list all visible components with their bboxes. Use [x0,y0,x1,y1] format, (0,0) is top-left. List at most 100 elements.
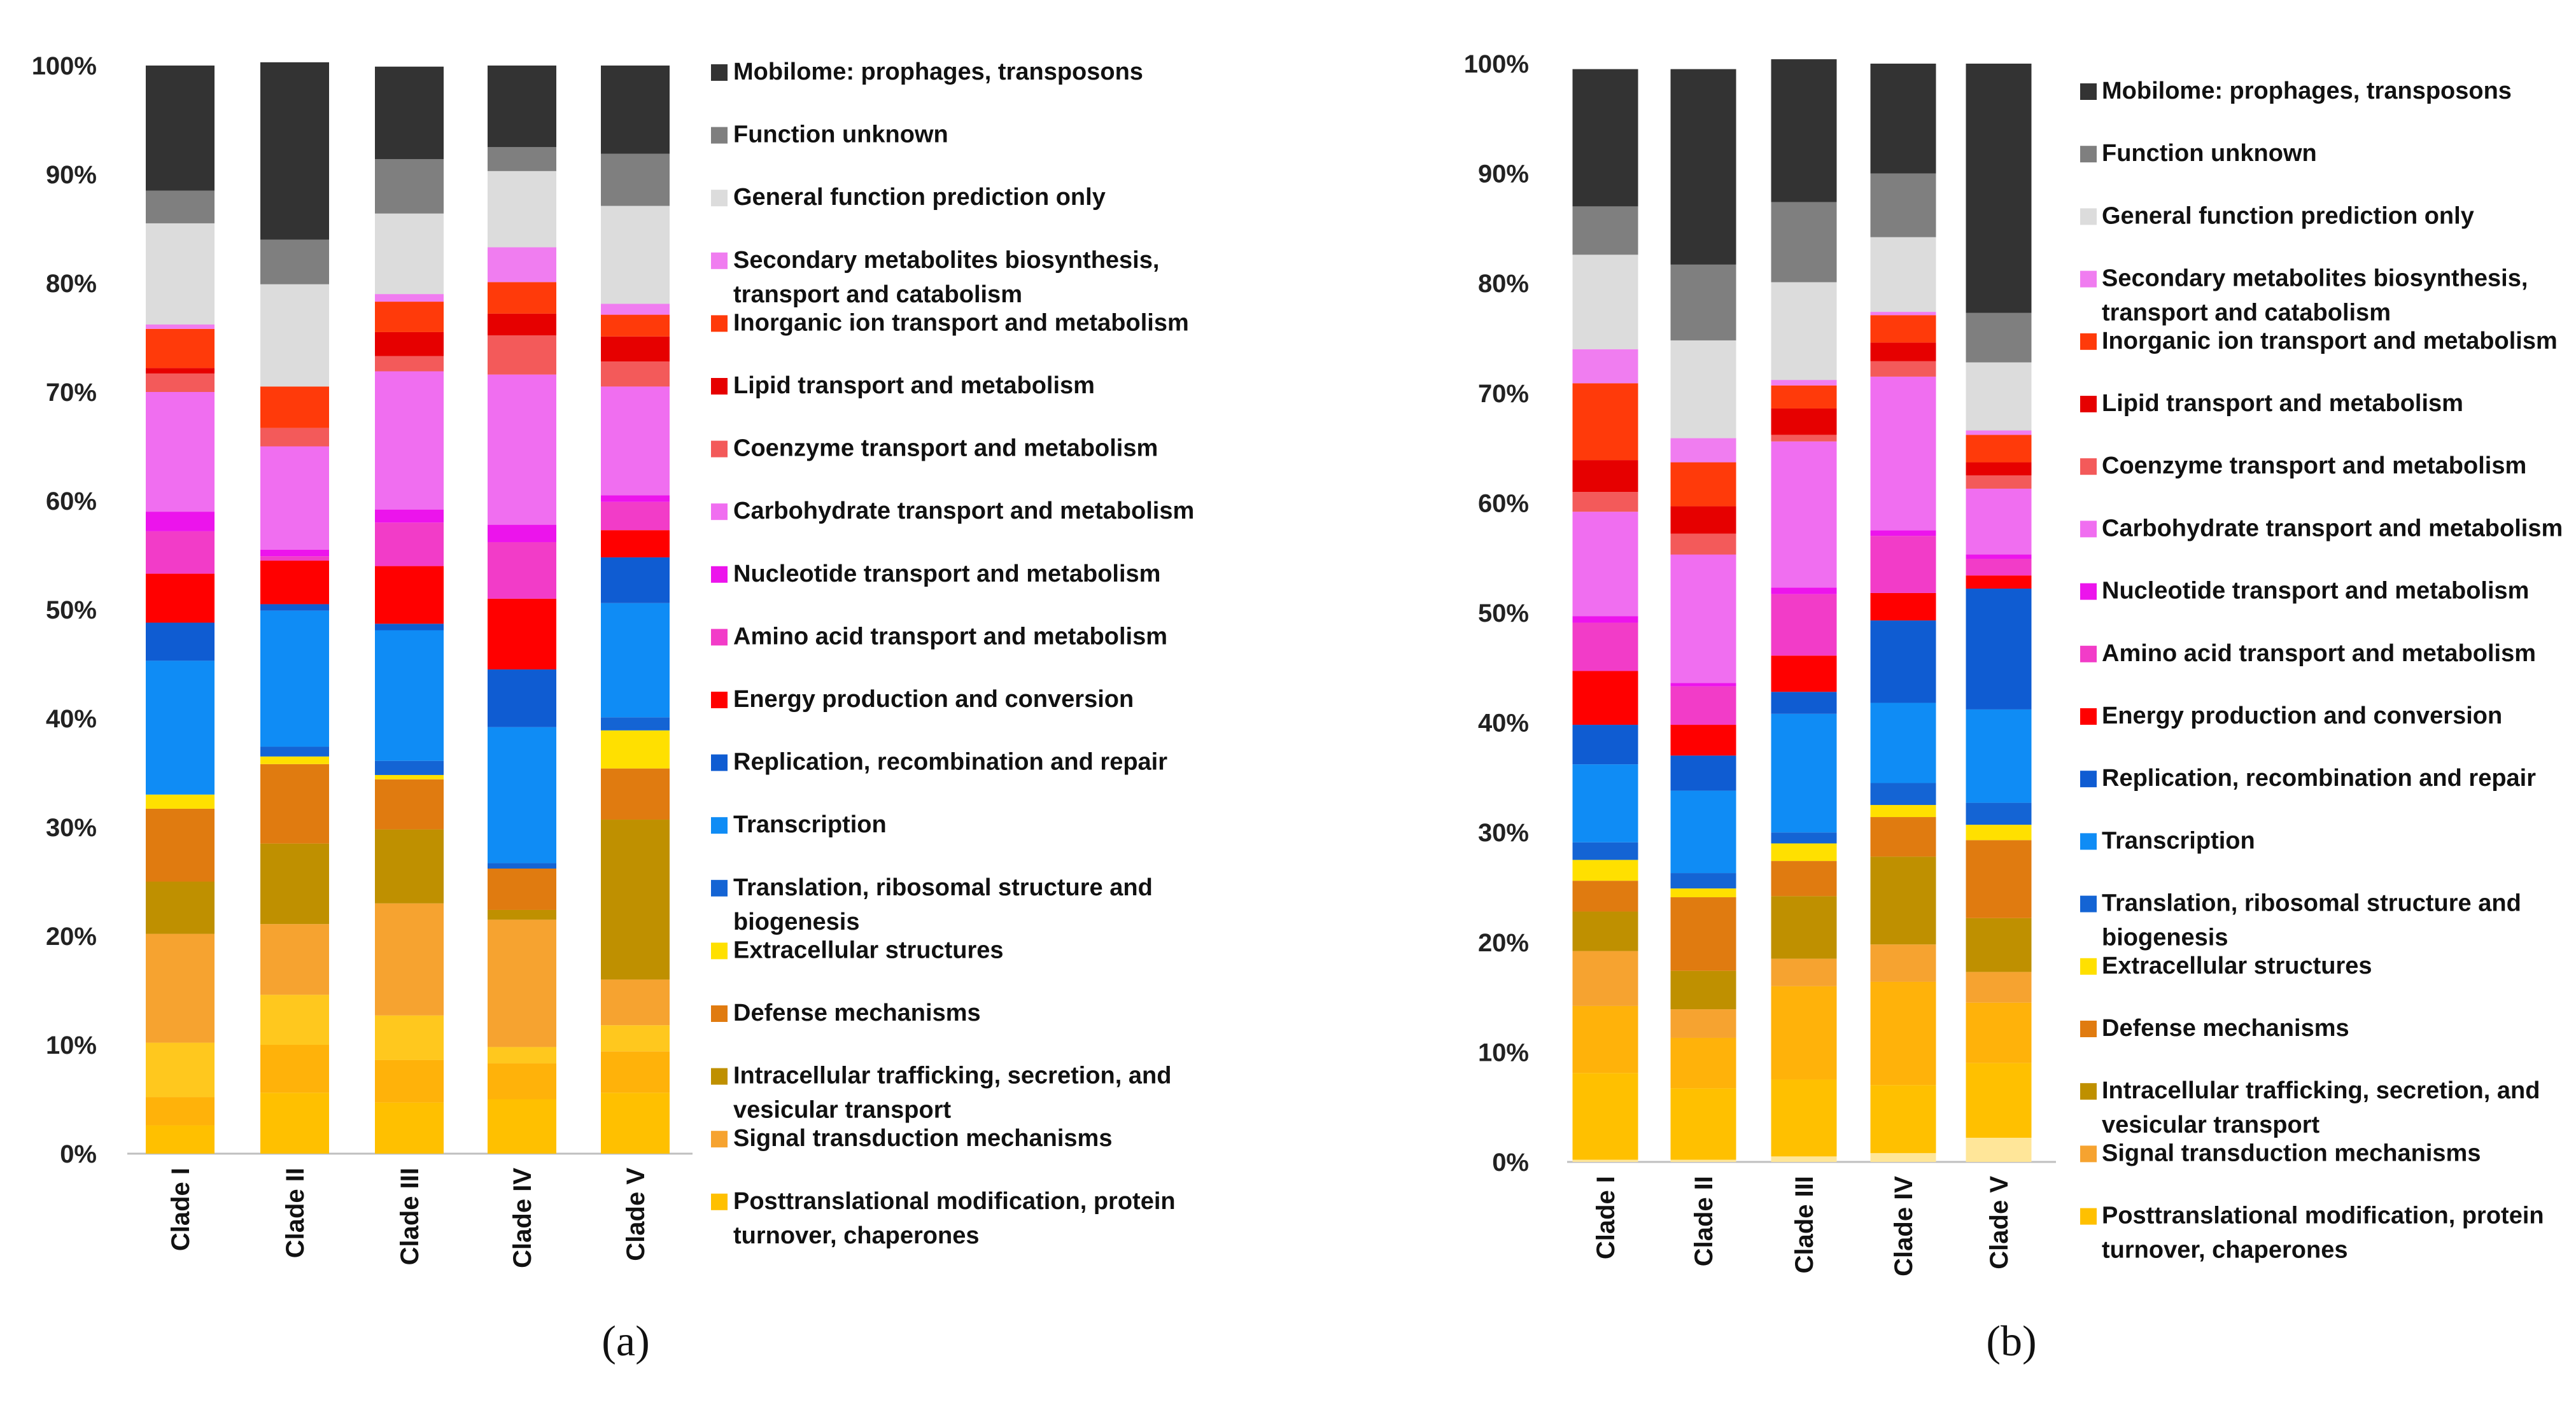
bar-segment-clade-iv-light-yellow-unlabeled [1870,1153,1936,1162]
y-tick-label: 50% [46,596,97,624]
bar-segment-clade-i-amino-acid-transport-and-metabolism [146,531,215,574]
legend-swatch [2080,771,2097,788]
bar-segment-clade-iii-lipid-transport-and-metabolism [375,332,444,356]
legend-swatch [711,64,728,81]
legend-entry-amino-acid-transport-and-metabolism: Amino acid transport and metabolism [733,623,1167,650]
bar-segment-clade-iii-mobilome-prophages-transposons [375,66,444,160]
bar-segment-clade-i-carbohydrate-transport-and-metabolism [146,392,215,512]
legend-entry-transcription: Transcription [733,811,887,838]
bar-segment-clade-v-general-function-prediction-only [601,206,670,304]
bar-segment-clade-iii-energy-production-and-conversion [1771,655,1837,692]
legend-swatch [711,440,728,458]
bar-segment-clade-v-replication-recombination-and-repair [1966,589,2032,709]
bar-segment-clade-ii-function-unknown [1670,264,1736,340]
legend-entry-carbohydrate-transport-and-metabolism: Carbohydrate transport and metabolism [2102,515,2563,542]
legend-swatch [2080,396,2097,412]
bar-segment-clade-i-coenzyme-transport-and-metabolism [1572,492,1638,512]
bar-segment-clade-i-energy-production-and-conversion [1572,671,1638,725]
bar-segment-clade-ii-energy-production-and-conversion [260,561,329,605]
legend-entry-posttranslational-modification-protein: Posttranslational modification, protein t… [2102,1203,2544,1264]
bar-segment-clade-ii-amino-acid-transport-and-metabolism [260,556,329,561]
legend-swatch [2080,708,2097,725]
legend-entry-mobilome-prophages-transposons: Mobilome: prophages, transposons [2102,78,2512,104]
bar-segment-clade-i-inorganic-ion-transport-and-metabolism [146,328,215,368]
bar-segment-clade-i-nucleotide-transport-and-metabolism [1572,616,1638,623]
y-tick-label: 30% [46,814,97,842]
bar-segment-clade-v-signal-transduction-mechanisms [1966,972,2032,1003]
x-category-label: Clade III [396,1168,424,1265]
y-tick-label: 20% [46,923,97,951]
bar-segment-clade-iv-function-unknown [1870,173,1936,237]
bar-segment-clade-iv-defense-mechanisms [1870,817,1936,857]
bar-segment-clade-v-defense-mechanisms [601,768,670,820]
bar-segment-clade-ii-replication-recombination-and-repair [260,604,329,611]
legend-swatch [711,942,728,960]
bar-segment-clade-iii-replication-recombination-and-repair [1771,692,1837,714]
panel-b-chart: 0% 10% 20% 30% 40% 50% 60% 70% 80% 90% 100% Clade I… [1464,50,2563,1365]
bar-segment-clade-iii-amino-acid-transport-and-metabolism [1771,594,1837,656]
bar-segment-clade-iv-function-unknown [488,147,556,171]
bar-segment-clade-iv-energy-production-and-conversion [1870,592,1936,621]
legend-entry-replication-recombination-and-repair: Replication, recombination and repair [2102,765,2536,792]
bar-segment-clade-i-coenzyme-transport-and-metabolism [146,373,215,392]
bar-segment-clade-ii-general-function-prediction-only [1670,340,1736,438]
legend-entry-nucleotide-transport-and-metabolism: Nucleotide transport and metabolism [2102,578,2529,605]
legend-entry-inorganic-ion-transport-and-metabolism: Inorganic ion transport and metabolism [733,309,1189,336]
bar-segment-clade-i-signal-transduction-mechanisms [1572,951,1638,1006]
bar-segment-clade-iii-coenzyme-transport-and-metabolism [1771,435,1837,442]
legend-swatch [2080,208,2097,225]
legend-swatch [711,252,728,269]
y-tick-label: 40% [46,705,97,733]
legend-entry-extracellular-structures: Extracellular structures [733,937,1004,963]
bar-segment-clade-iii-orange-unlabeled [375,1059,444,1103]
legend-swatch [2080,458,2097,475]
legend-swatch [711,127,728,144]
bar-segment-clade-ii-secondary-metabolites-biosynthesis-transport-and-catabolism [1670,438,1736,463]
bar-segment-clade-iii-energy-production-and-conversion [375,566,444,624]
bar-segment-clade-ii-nucleotide-transport-and-metabolism [1670,683,1736,687]
y-tick-label: 70% [46,379,97,407]
bar-segment-clade-iv-amino-acid-transport-and-metabolism [488,542,556,599]
bar-segment-clade-ii-mobilome-prophages-transposons [260,62,329,240]
panel-a-chart: 0% 10% 20% 30% 40% 50% 60% 70% 80% 90% 100% Clade I… [32,52,1195,1365]
bar-segment-clade-v-defense-mechanisms [1966,840,2032,918]
bar-segment-clade-iv-intracellular-trafficking-secretion-and-vesicular-transport [1870,856,1936,945]
x-category-label: Clade IV [1890,1176,1918,1276]
bar-segment-clade-i-yellow-orange-unlabeled [146,1042,215,1098]
bar-segment-clade-i-inorganic-ion-transport-and-metabolism [1572,383,1638,461]
bar-segment-clade-v-light-yellow-unlabeled [1966,1138,2032,1162]
legend-swatch [2080,1083,2097,1100]
y-tick-label: 50% [1478,599,1529,627]
bar-segment-clade-iii-inorganic-ion-transport-and-metabolism [375,302,444,332]
legend-entry-translation-ribosomal-structure-and: Translation, ribosomal structure and biog… [2102,890,2521,951]
bar-segment-clade-ii-carbohydrate-transport-and-metabolism [1670,554,1736,683]
bar-segment-clade-ii-coenzyme-transport-and-metabolism [1670,533,1736,555]
bar-segment-clade-iii-light-yellow-unlabeled [1771,1156,1837,1162]
bar-segment-clade-i-secondary-metabolites-biosynthesis-transport-and-catabolism [146,324,215,329]
x-category-label: Clade III [1791,1176,1819,1273]
bar-segment-clade-iii-intracellular-trafficking-secretion-and-vesicular-transport [1771,896,1837,959]
bar-segment-clade-v-replication-recombination-and-repair [601,557,670,603]
legend-swatch [711,566,728,583]
y-tick-label: 90% [46,161,97,189]
bar-segment-clade-i-energy-production-and-conversion [146,573,215,623]
bar-segment-clade-i-general-function-prediction-only [1572,255,1638,349]
bar-segment-clade-ii-intracellular-trafficking-secretion-and-vesicular-transport [260,843,329,925]
bar-segment-clade-i-function-unknown [1572,206,1638,255]
bar-segment-clade-v-secondary-metabolites-biosynthesis-transport-and-catabolism [1966,430,2032,435]
bar-segment-clade-i-signal-transduction-mechanisms [146,933,215,1043]
bar-segment-clade-v-posttranslational-modification-protein-turnover-chaperones [1966,1063,2032,1138]
bar-segment-clade-v-inorganic-ion-transport-and-metabolism [1966,435,2032,463]
bar-segment-clade-iv-intracellular-trafficking-secretion-and-vesicular-transport [488,909,556,920]
bar-segment-clade-iv-signal-transduction-mechanisms [1870,944,1936,982]
bar-segment-clade-iii-secondary-metabolites-biosynthesis-transport-and-catabolism [1771,380,1837,386]
legend-swatch [711,754,728,771]
bar-segment-clade-ii-intracellular-trafficking-secretion-and-vesicular-transport [1670,970,1736,1010]
bar-segment-clade-ii-posttranslational-modification-protein-turnover-chaperones [1670,1088,1736,1160]
bar-segment-clade-i-defense-mechanisms [146,808,215,882]
bar-segment-clade-iv-carbohydrate-transport-and-metabolism [1870,376,1936,531]
bar-segment-clade-i-replication-recombination-and-repair [1572,725,1638,765]
bar-segment-clade-ii-defense-mechanisms [260,764,329,844]
bar-segment-clade-i-intracellular-trafficking-secretion-and-vesicular-transport [146,881,215,934]
legend-entry-nucleotide-transport-and-metabolism: Nucleotide transport and metabolism [733,561,1160,587]
